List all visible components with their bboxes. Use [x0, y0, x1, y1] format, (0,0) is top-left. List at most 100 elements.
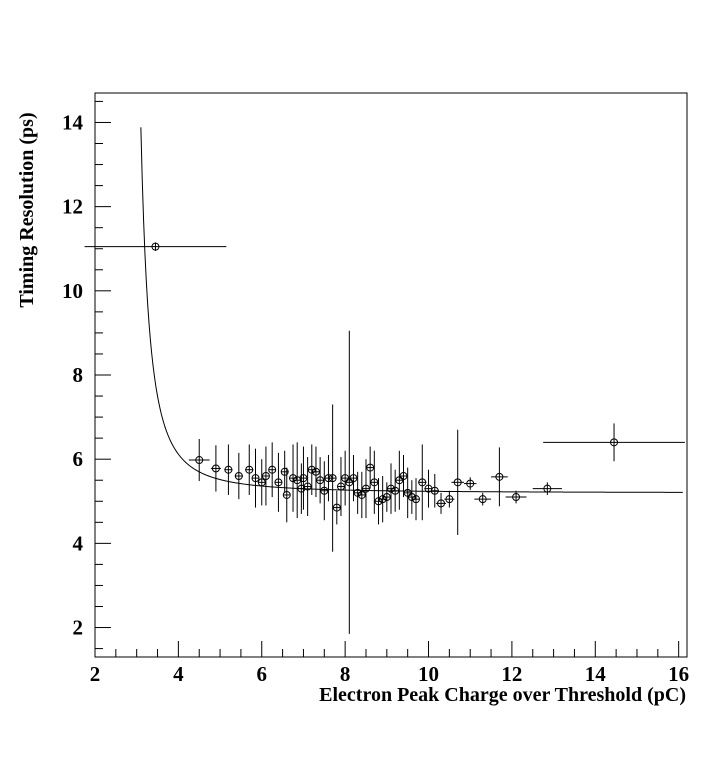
point-marker [211, 464, 220, 473]
point-marker [268, 465, 277, 474]
data-point [299, 446, 308, 510]
data-point [463, 477, 477, 490]
point-marker [543, 484, 552, 493]
point-marker [234, 472, 243, 481]
point-marker [478, 495, 487, 504]
data-point [349, 454, 358, 502]
data-point [418, 444, 427, 521]
point-marker [412, 495, 421, 504]
data-point [444, 490, 455, 508]
point-marker [257, 478, 266, 487]
data-point [336, 457, 345, 516]
data-points [84, 242, 685, 634]
data-point [395, 450, 404, 510]
point-marker [341, 474, 350, 483]
point-marker [345, 478, 354, 487]
point-marker [437, 499, 446, 508]
point-marker [336, 482, 345, 491]
point-marker [357, 490, 366, 499]
data-point [293, 442, 302, 519]
data-point [210, 445, 221, 492]
point-marker [328, 474, 337, 483]
data-point [353, 471, 362, 514]
point-marker [274, 478, 283, 487]
point-marker [378, 495, 387, 504]
data-point [543, 423, 685, 462]
data-point [245, 444, 254, 495]
x-tick-label: 10 [418, 662, 439, 686]
point-marker [282, 490, 291, 499]
x-tick-label: 16 [668, 662, 689, 686]
data-point [316, 457, 325, 504]
point-marker [289, 474, 298, 483]
point-marker [370, 478, 379, 487]
data-point [491, 447, 508, 507]
x-tick-label: 4 [173, 662, 184, 686]
point-marker [353, 488, 362, 497]
data-point [234, 452, 243, 500]
data-point [378, 476, 387, 523]
fit-curve [140, 127, 683, 493]
point-marker [495, 472, 504, 481]
point-marker [311, 467, 320, 476]
data-point [391, 469, 400, 512]
point-marker [407, 493, 416, 502]
point-marker [418, 478, 427, 487]
data-point [332, 490, 341, 525]
data-point [366, 446, 375, 489]
point-marker [374, 497, 383, 506]
x-tick-label: 14 [585, 662, 607, 686]
data-point [370, 450, 379, 514]
point-marker [280, 467, 289, 476]
point-marker [399, 472, 408, 481]
point-marker [512, 493, 521, 502]
x-tick-label: 6 [257, 662, 268, 686]
point-marker [151, 242, 160, 251]
y-tick-label: 12 [62, 195, 83, 219]
x-tick-label: 12 [501, 662, 522, 686]
data-point [311, 446, 320, 498]
data-point [303, 457, 312, 516]
y-tick-label: 14 [62, 110, 84, 134]
y-tick-label: 2 [73, 616, 84, 640]
point-marker [316, 476, 325, 485]
point-marker [224, 465, 233, 474]
point-marker [299, 474, 308, 483]
x-axis-ticks: 2 4 6 8 10 12 14 16 [90, 641, 689, 686]
data-point [251, 448, 260, 508]
point-marker [453, 478, 462, 487]
point-marker [361, 484, 370, 493]
point-marker [245, 465, 254, 474]
data-point [532, 482, 562, 495]
point-marker [303, 482, 312, 491]
y-tick-label: 4 [73, 531, 84, 555]
x-tick-label: 8 [340, 662, 351, 686]
y-axis-label: Timing Resolution (ps) [16, 112, 38, 307]
plot-frame [94, 92, 688, 658]
data-point [257, 459, 266, 506]
data-point [382, 482, 391, 512]
data-point [505, 490, 527, 504]
data-point [345, 330, 354, 634]
data-point [224, 444, 233, 495]
data-point [374, 478, 383, 525]
data-point [282, 467, 291, 523]
data-point [403, 467, 412, 519]
data-point [430, 473, 439, 508]
y-tick-label: 6 [73, 447, 84, 471]
data-point [387, 463, 395, 514]
data-point [328, 404, 337, 552]
point-marker [195, 456, 204, 465]
data-point [307, 444, 316, 495]
data-point [412, 478, 421, 521]
point-marker [387, 484, 395, 493]
point-marker [251, 474, 260, 483]
point-marker [610, 438, 619, 447]
data-point [361, 459, 370, 519]
point-marker [403, 488, 412, 497]
point-marker [366, 463, 375, 472]
data-point [261, 446, 270, 506]
point-marker [349, 474, 358, 483]
data-point [320, 461, 329, 521]
